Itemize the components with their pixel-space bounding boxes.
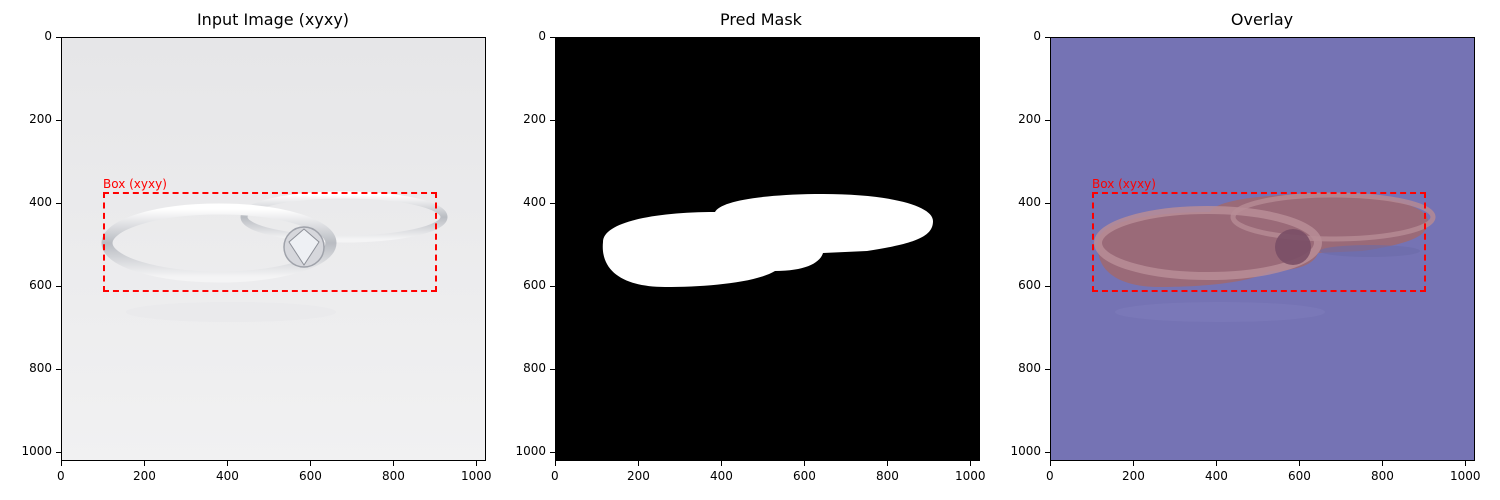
y-tick <box>56 369 61 370</box>
y-tick <box>56 37 61 38</box>
x-tick <box>970 461 971 466</box>
input-image-plot: Box (xyxy) <box>61 37 486 461</box>
overlay-plot: Box (xyxy) <box>1050 37 1475 461</box>
y-tick <box>550 369 555 370</box>
y-tick-label: 800 <box>523 361 546 375</box>
x-tick-label: 0 <box>57 469 65 483</box>
y-tick <box>1045 120 1050 121</box>
y-tick-label: 1000 <box>21 444 52 458</box>
x-tick-label: 200 <box>133 469 156 483</box>
y-tick <box>1045 37 1050 38</box>
pred-mask-panel: Pred Mask 0 200 400 600 800 1000 0 200 4… <box>494 0 994 500</box>
x-tick-label: 600 <box>1288 469 1311 483</box>
x-tick <box>1465 461 1466 466</box>
x-tick <box>1299 461 1300 466</box>
y-tick <box>1045 203 1050 204</box>
x-tick-label: 800 <box>382 469 405 483</box>
y-tick-label: 400 <box>29 195 52 209</box>
overlay-title: Overlay <box>1230 10 1294 29</box>
pred-mask-canvas <box>555 37 980 461</box>
overlay-object-region <box>1097 193 1428 287</box>
x-tick-label: 1000 <box>461 469 492 483</box>
x-tick-label: 1000 <box>955 469 986 483</box>
y-tick-label: 800 <box>1018 361 1041 375</box>
input-image-title: Input Image (xyxy) <box>196 10 350 29</box>
y-tick <box>1045 452 1050 453</box>
y-tick-label: 400 <box>523 195 546 209</box>
x-tick <box>144 461 145 466</box>
y-tick-label: 400 <box>1018 195 1041 209</box>
ring-front <box>101 203 337 283</box>
x-tick <box>804 461 805 466</box>
x-tick <box>1133 461 1134 466</box>
x-tick <box>227 461 228 466</box>
y-tick <box>56 452 61 453</box>
x-tick-label: 200 <box>627 469 650 483</box>
x-tick-label: 400 <box>1205 469 1228 483</box>
y-tick <box>1045 369 1050 370</box>
y-tick-label: 600 <box>1018 278 1041 292</box>
y-tick-label: 800 <box>29 361 52 375</box>
x-tick <box>1050 461 1051 466</box>
y-tick-label: 600 <box>523 278 546 292</box>
x-tick <box>1382 461 1383 466</box>
y-tick <box>56 120 61 121</box>
y-tick-label: 0 <box>1033 29 1041 43</box>
overlay-panel: Overlay Box (xyxy) 0 200 400 600 800 100… <box>989 0 1489 500</box>
x-tick-label: 400 <box>216 469 239 483</box>
mask-region <box>602 193 933 287</box>
y-tick-label: 600 <box>29 278 52 292</box>
x-tick <box>555 461 556 466</box>
y-tick <box>550 37 555 38</box>
overlay-box-label: Box (xyxy) <box>1092 177 1156 191</box>
x-tick-label: 200 <box>1122 469 1145 483</box>
y-tick <box>550 120 555 121</box>
y-tick <box>1045 286 1050 287</box>
ring-reflection <box>126 302 336 322</box>
input-image-panel: Input Image (xyxy) Box (xyxy) <box>0 0 500 500</box>
x-tick <box>887 461 888 466</box>
y-tick-label: 1000 <box>515 444 546 458</box>
x-tick-label: 0 <box>1046 469 1054 483</box>
y-tick <box>56 286 61 287</box>
y-tick-label: 200 <box>523 112 546 126</box>
x-tick-label: 800 <box>876 469 899 483</box>
y-tick <box>550 286 555 287</box>
y-tick-label: 0 <box>44 29 52 43</box>
x-tick <box>721 461 722 466</box>
input-box-label: Box (xyxy) <box>103 177 167 191</box>
y-tick <box>550 203 555 204</box>
x-tick <box>638 461 639 466</box>
y-tick <box>56 203 61 204</box>
x-tick-label: 1000 <box>1450 469 1481 483</box>
y-tick <box>550 452 555 453</box>
x-tick-label: 0 <box>551 469 559 483</box>
x-tick-label: 400 <box>710 469 733 483</box>
x-tick-label: 600 <box>299 469 322 483</box>
x-tick <box>310 461 311 466</box>
x-tick <box>1216 461 1217 466</box>
x-tick <box>393 461 394 466</box>
y-tick-label: 0 <box>538 29 546 43</box>
y-tick-label: 200 <box>1018 112 1041 126</box>
x-tick-label: 600 <box>793 469 816 483</box>
y-tick-label: 200 <box>29 112 52 126</box>
x-tick <box>476 461 477 466</box>
input-box-rect <box>103 192 437 292</box>
overlay-box-rect <box>1092 192 1426 292</box>
x-tick-label: 800 <box>1371 469 1394 483</box>
overlay-canvas <box>1050 37 1475 461</box>
x-tick <box>61 461 62 466</box>
y-tick-label: 1000 <box>1010 444 1041 458</box>
input-image-canvas <box>61 37 486 461</box>
pred-mask-title: Pred Mask <box>720 10 802 29</box>
ring-back <box>240 191 448 243</box>
pred-mask-plot <box>555 37 980 461</box>
